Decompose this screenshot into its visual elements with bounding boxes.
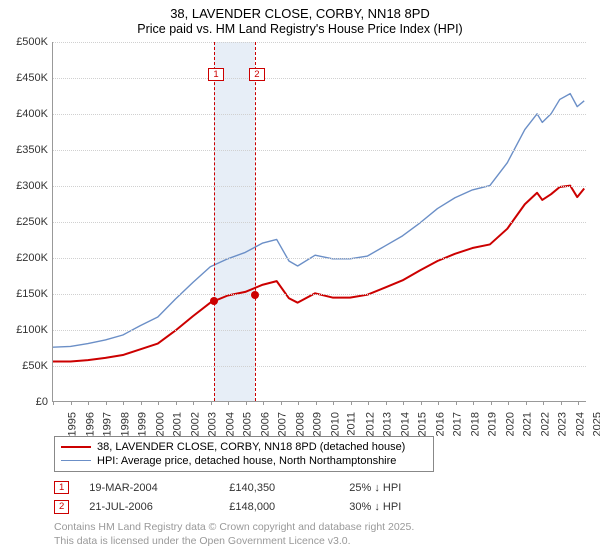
x-tick-label: 1998 [119,412,131,436]
series-paid [53,185,584,361]
x-tick-label: 2005 [242,412,254,436]
event-date: 19-MAR-2004 [89,482,209,494]
x-axis-labels: 1995 1996 1997 1998 1999 2000 2001 2002 2003 2004… [52,402,586,436]
events-table: 1 19-MAR-2004 £140,350 25% ↓ HPI 2 21-JUL-200… [54,478,592,517]
event-key: 2 [54,500,69,514]
y-tick-label: £100K [16,324,48,336]
x-tick-label: 2014 [399,412,411,436]
y-tick-label: £500K [16,36,48,48]
credit-line2: This data is licensed under the Open Gov… [54,535,592,549]
y-tick-label: £350K [16,144,48,156]
x-tick-label: 2020 [504,412,516,436]
x-tick-label: 2025 [592,412,600,436]
event-row: 1 19-MAR-2004 £140,350 25% ↓ HPI [54,478,592,498]
x-tick-label: 2021 [522,412,534,436]
x-tick-label: 2022 [539,412,551,436]
event-row: 2 21-JUL-2006 £148,000 30% ↓ HPI [54,497,592,517]
x-tick-label: 2023 [557,412,569,436]
x-tick-label: 2016 [434,412,446,436]
event-marker [251,291,259,299]
chart-area: £0 £50K £100K £150K £200K £250K £300K £350K £400… [8,42,592,432]
legend-item: 38, LAVENDER CLOSE, CORBY, NN18 8PD (det… [61,440,427,454]
x-tick-label: 1995 [66,412,78,436]
x-tick-label: 2003 [207,412,219,436]
event-key: 1 [54,481,69,495]
x-tick-label: 2006 [259,412,271,436]
title-line2: Price paid vs. HM Land Registry's House … [8,22,592,38]
credit-line1: Contains HM Land Registry data © Crown c… [54,521,592,535]
y-axis-labels: £0 £50K £100K £150K £200K £250K £300K £350K £400… [8,42,50,432]
legend-swatch [61,460,91,461]
x-tick-label: 2002 [189,412,201,436]
x-tick-label: 2008 [294,412,306,436]
x-tick-label: 2011 [346,412,358,436]
y-tick-label: £450K [16,72,48,84]
credit-text: Contains HM Land Registry data © Crown c… [54,521,592,548]
x-tick-label: 2004 [224,412,236,436]
y-tick-label: £150K [16,288,48,300]
x-tick-label: 1999 [137,412,149,436]
event-diff: 25% ↓ HPI [349,482,469,494]
y-tick-label: £0 [36,396,48,408]
x-tick-label: 1996 [84,412,96,436]
event-price: £148,000 [229,501,329,513]
title-line1: 38, LAVENDER CLOSE, CORBY, NN18 8PD [8,6,592,22]
legend-item: HPI: Average price, detached house, Nort… [61,454,427,468]
plot-area: 12 [52,42,586,402]
x-tick-label: 2001 [172,412,184,436]
y-tick-label: £300K [16,180,48,192]
x-tick-label: 1997 [102,412,114,436]
legend-label: HPI: Average price, detached house, Nort… [97,455,396,467]
x-tick-label: 2000 [154,412,166,436]
y-tick-label: £200K [16,252,48,264]
event-line [214,42,215,401]
y-tick-label: £50K [22,360,48,372]
event-marker [210,297,218,305]
y-tick-label: £250K [16,216,48,228]
event-date: 21-JUL-2006 [89,501,209,513]
chart-container: 38, LAVENDER CLOSE, CORBY, NN18 8PD Pric… [0,0,600,560]
x-tick-label: 2024 [574,412,586,436]
x-tick-label: 2019 [487,412,499,436]
legend: 38, LAVENDER CLOSE, CORBY, NN18 8PD (det… [54,436,434,472]
event-key-box: 2 [249,68,264,82]
x-tick-label: 2018 [469,412,481,436]
x-tick-label: 2010 [329,412,341,436]
x-tick-label: 2017 [452,412,464,436]
event-price: £140,350 [229,482,329,494]
y-tick-label: £400K [16,108,48,120]
event-key-box: 1 [208,68,223,82]
x-tick-label: 2013 [382,412,394,436]
x-tick-label: 2012 [364,412,376,436]
x-tick-label: 2015 [417,412,429,436]
legend-label: 38, LAVENDER CLOSE, CORBY, NN18 8PD (det… [97,441,405,453]
x-tick-label: 2009 [312,412,324,436]
series-hpi [53,94,584,347]
x-tick-label: 2007 [277,412,289,436]
event-line [255,42,256,401]
legend-swatch [61,446,91,448]
chart-title-block: 38, LAVENDER CLOSE, CORBY, NN18 8PD Pric… [8,6,592,38]
event-diff: 30% ↓ HPI [349,501,469,513]
